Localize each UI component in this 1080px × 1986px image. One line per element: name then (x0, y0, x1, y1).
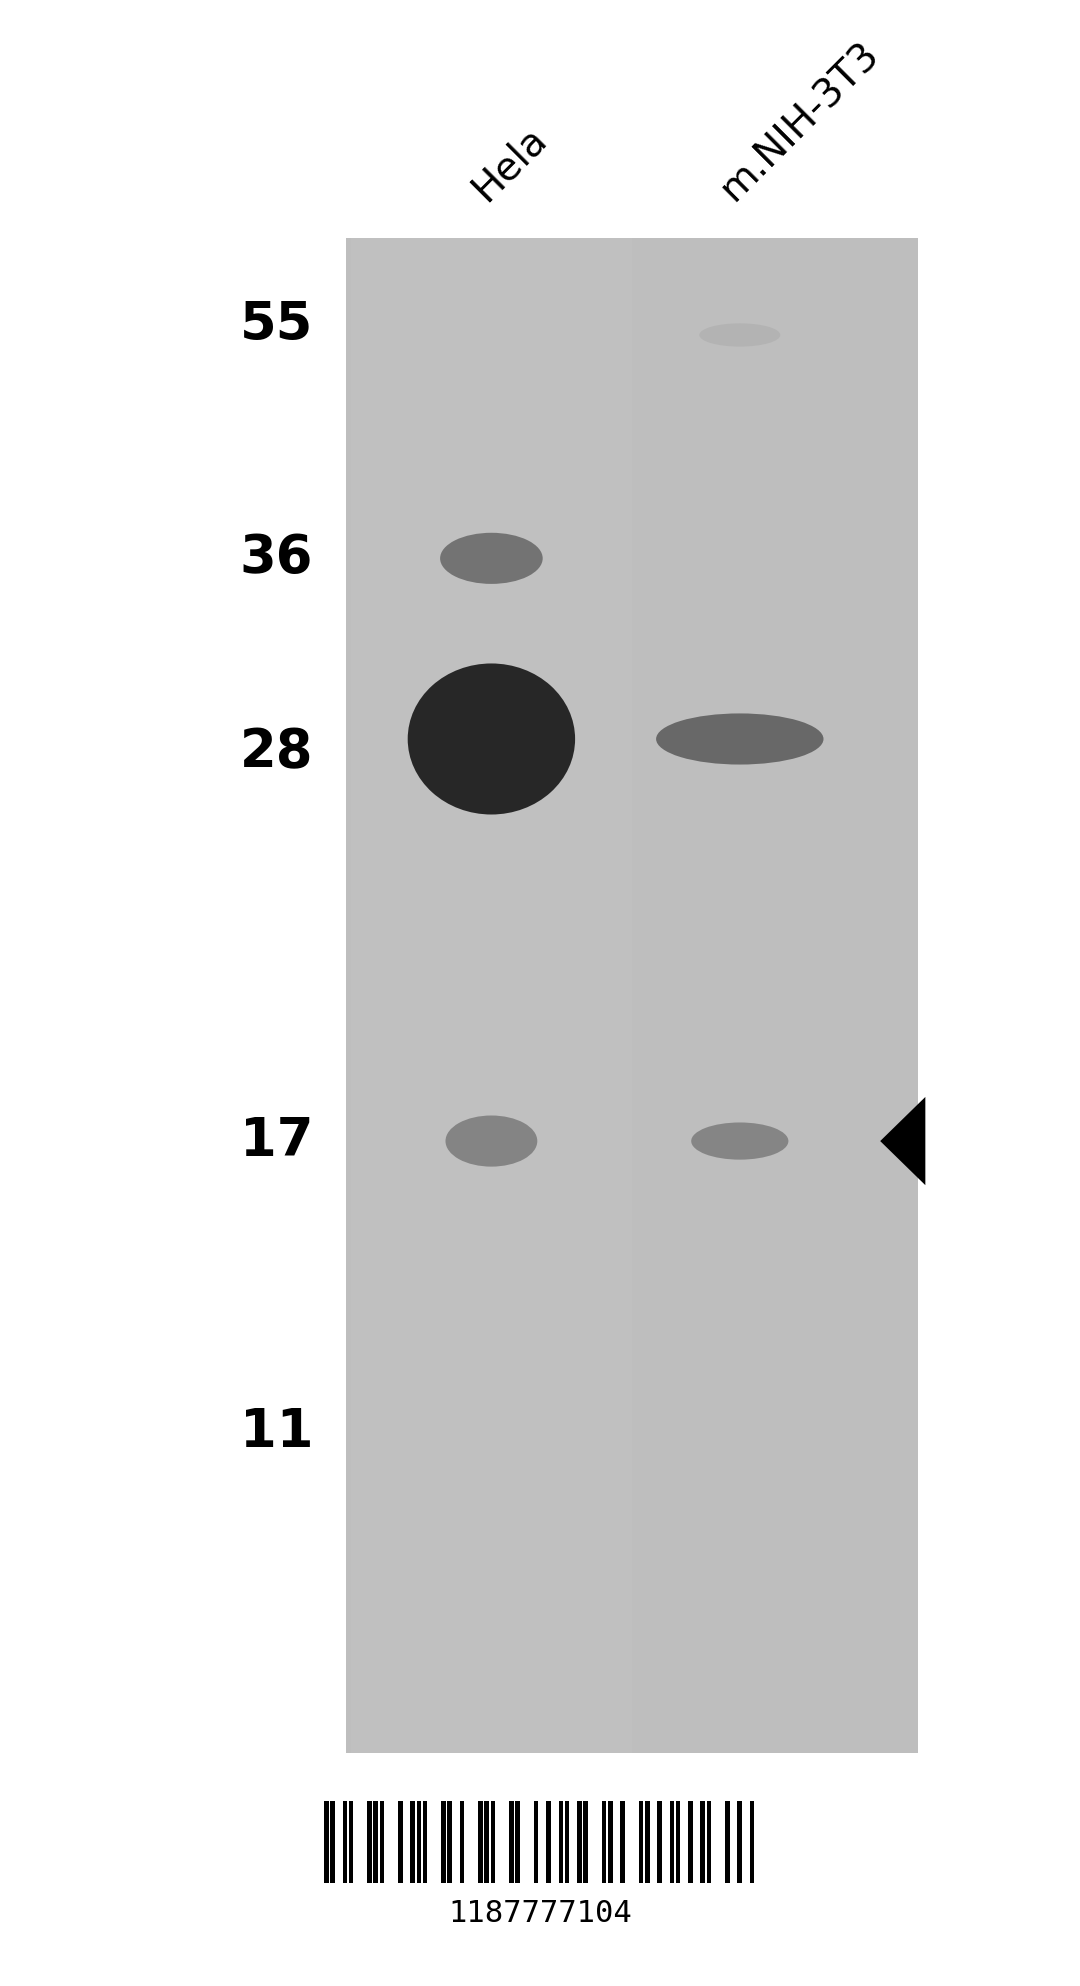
Text: m.NIH-3T3: m.NIH-3T3 (713, 36, 887, 209)
Ellipse shape (446, 1116, 538, 1166)
Bar (447, 1801, 453, 1883)
Bar (701, 1801, 705, 1883)
Text: 17: 17 (240, 1114, 313, 1168)
Ellipse shape (408, 663, 576, 814)
Bar (460, 1801, 464, 1883)
Bar (330, 1801, 335, 1883)
Text: 55: 55 (240, 300, 313, 352)
Bar (546, 1801, 551, 1883)
Bar (379, 1801, 384, 1883)
Bar (515, 1801, 519, 1883)
Bar (410, 1801, 415, 1883)
Text: 36: 36 (240, 532, 313, 584)
Ellipse shape (691, 1122, 788, 1160)
Bar (670, 1801, 674, 1883)
Bar (509, 1801, 514, 1883)
Bar (399, 1801, 403, 1883)
Bar (485, 1801, 489, 1883)
Bar (422, 1801, 428, 1883)
Bar (342, 1801, 347, 1883)
Bar (725, 1801, 730, 1883)
Bar (658, 1801, 662, 1883)
Bar (676, 1801, 680, 1883)
Bar (558, 1801, 563, 1883)
Ellipse shape (657, 713, 824, 765)
Bar (602, 1801, 606, 1883)
Bar (577, 1801, 582, 1883)
Bar (583, 1801, 588, 1883)
Bar (688, 1801, 692, 1883)
Bar (349, 1801, 353, 1883)
Bar (367, 1801, 372, 1883)
Text: 11: 11 (240, 1406, 313, 1458)
Bar (738, 1801, 742, 1883)
Bar (490, 1801, 496, 1883)
Bar (442, 1801, 446, 1883)
Ellipse shape (440, 532, 543, 584)
Bar (750, 1801, 755, 1883)
Text: 28: 28 (240, 727, 313, 779)
Bar (645, 1801, 649, 1883)
Bar (417, 1801, 421, 1883)
Bar (534, 1801, 539, 1883)
Bar (565, 1801, 569, 1883)
Bar (351, 238, 632, 1754)
Bar (608, 1801, 612, 1883)
Bar (620, 1801, 625, 1883)
Polygon shape (880, 1096, 926, 1186)
Bar (374, 1801, 378, 1883)
Bar (324, 1801, 328, 1883)
Bar (706, 1801, 712, 1883)
Bar (638, 1801, 644, 1883)
Bar (478, 1801, 483, 1883)
Text: 1187777104: 1187777104 (448, 1899, 632, 1928)
Bar (346, 238, 918, 1754)
Ellipse shape (700, 324, 781, 348)
Text: Hela: Hela (464, 119, 554, 209)
